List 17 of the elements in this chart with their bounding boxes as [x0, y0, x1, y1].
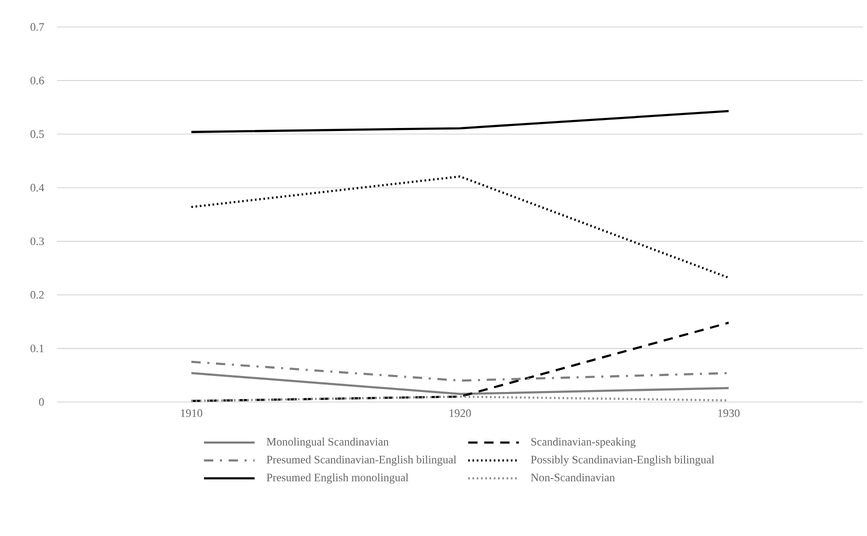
x-tick-label: 1920 [450, 409, 471, 418]
legend-label: Presumed Scandinavian-English bilingual [266, 455, 456, 466]
y-tick-label: 0.6 [30, 76, 44, 84]
x-tick-label: 1930 [718, 409, 740, 418]
legend-label: Monolingual Scandinavian [266, 438, 389, 448]
y-tick-label: 0 [39, 398, 44, 406]
y-tick-label: 0.1 [30, 344, 44, 352]
legend-label: Possibly Scandinavian-English bilingual [530, 455, 714, 466]
legend-label: Presumed English monolingual [266, 473, 408, 484]
legend-label: Non-Scandinavian [530, 473, 615, 482]
y-tick-label: 0.7 [30, 23, 44, 31]
legend-label: Scandinavian-speaking [531, 438, 636, 448]
y-tick-label: 0.5 [30, 130, 44, 138]
x-tick-label: 1910 [181, 409, 202, 418]
y-tick-label: 0.4 [30, 184, 44, 192]
y-tick-label: 0.2 [30, 291, 44, 299]
y-tick-label: 0.3 [30, 237, 44, 246]
